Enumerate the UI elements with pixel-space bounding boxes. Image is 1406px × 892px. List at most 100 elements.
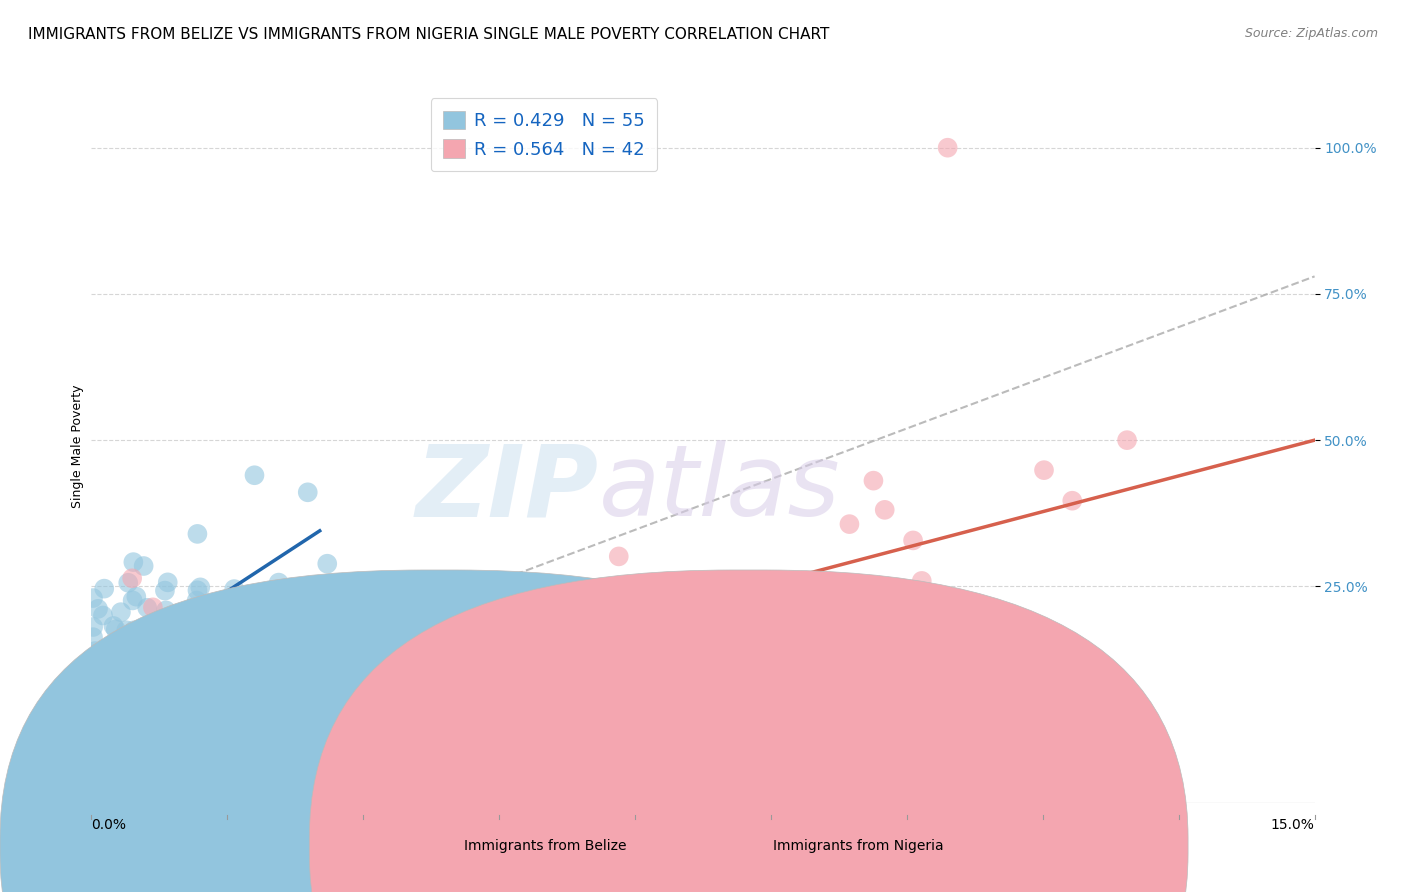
- Point: [936, 141, 959, 155]
- Point: [91, 608, 114, 623]
- Point: [98, 696, 121, 710]
- Point: [352, 640, 374, 654]
- Point: [186, 608, 208, 623]
- Point: [112, 742, 135, 756]
- Point: [129, 632, 152, 647]
- Legend: R = 0.429   N = 55, R = 0.564   N = 42: R = 0.429 N = 55, R = 0.564 N = 42: [430, 98, 658, 171]
- Point: [89, 661, 111, 675]
- Point: [188, 580, 211, 594]
- Point: [127, 760, 149, 774]
- Point: [82, 679, 104, 693]
- Y-axis label: Single Male Poverty: Single Male Poverty: [72, 384, 84, 508]
- Point: [186, 527, 208, 541]
- Point: [543, 626, 565, 640]
- Point: [93, 694, 115, 708]
- Point: [122, 624, 145, 638]
- Point: [188, 644, 211, 658]
- Point: [247, 623, 270, 637]
- Point: [87, 602, 110, 616]
- Point: [104, 623, 127, 637]
- Point: [115, 624, 138, 638]
- Point: [1033, 463, 1056, 477]
- Point: [82, 591, 104, 605]
- Point: [115, 712, 138, 726]
- Point: [382, 642, 405, 657]
- Point: [607, 549, 630, 564]
- Point: [84, 700, 107, 714]
- Point: [176, 629, 198, 643]
- Point: [153, 583, 176, 598]
- Point: [114, 652, 136, 666]
- Point: [122, 555, 145, 569]
- Point: [87, 661, 110, 675]
- Point: [82, 630, 104, 644]
- Point: [84, 644, 107, 658]
- Point: [111, 736, 134, 750]
- Point: [901, 533, 924, 548]
- Point: [142, 600, 165, 615]
- Point: [156, 575, 179, 590]
- Point: [224, 582, 246, 596]
- Point: [824, 615, 846, 629]
- Point: [125, 642, 148, 657]
- Text: Source: ZipAtlas.com: Source: ZipAtlas.com: [1244, 27, 1378, 40]
- Point: [118, 738, 141, 752]
- Point: [628, 615, 651, 630]
- Point: [336, 673, 359, 688]
- Point: [253, 739, 276, 753]
- Point: [157, 613, 180, 627]
- Point: [110, 605, 132, 619]
- Point: [155, 632, 177, 647]
- Point: [191, 657, 214, 672]
- Point: [115, 644, 138, 658]
- Text: Immigrants from Nigeria: Immigrants from Nigeria: [773, 838, 943, 853]
- Point: [82, 620, 104, 634]
- Point: [149, 638, 172, 652]
- Point: [437, 623, 460, 637]
- Point: [873, 503, 896, 517]
- Point: [911, 574, 934, 588]
- Point: [121, 666, 143, 681]
- Point: [745, 598, 768, 612]
- Point: [186, 593, 208, 607]
- Point: [103, 619, 125, 633]
- Point: [93, 582, 115, 596]
- Point: [117, 575, 139, 590]
- Text: Immigrants from Belize: Immigrants from Belize: [464, 838, 627, 853]
- Point: [98, 711, 121, 725]
- Point: [332, 634, 354, 648]
- Point: [86, 646, 108, 660]
- Point: [226, 607, 249, 621]
- Point: [298, 707, 321, 722]
- Point: [108, 699, 131, 714]
- Point: [155, 603, 177, 617]
- Point: [101, 641, 124, 656]
- Point: [221, 619, 243, 633]
- Point: [838, 517, 860, 532]
- Point: [136, 600, 159, 615]
- Point: [267, 575, 290, 590]
- Point: [131, 695, 153, 709]
- Text: atlas: atlas: [599, 441, 841, 537]
- Point: [135, 722, 157, 736]
- Point: [121, 571, 143, 585]
- Point: [114, 666, 136, 681]
- Point: [110, 648, 132, 663]
- Point: [122, 694, 145, 708]
- Point: [132, 684, 155, 698]
- Point: [190, 607, 212, 622]
- Point: [107, 648, 129, 662]
- Text: 0.0%: 0.0%: [91, 818, 127, 832]
- Point: [121, 593, 143, 607]
- Point: [148, 626, 170, 640]
- Point: [316, 557, 339, 571]
- Point: [86, 713, 108, 727]
- Text: 15.0%: 15.0%: [1271, 818, 1315, 832]
- Point: [186, 583, 208, 598]
- Point: [371, 706, 394, 720]
- Point: [503, 699, 526, 714]
- Point: [243, 468, 266, 483]
- Point: [1116, 433, 1139, 447]
- Point: [167, 618, 190, 632]
- Point: [305, 600, 328, 615]
